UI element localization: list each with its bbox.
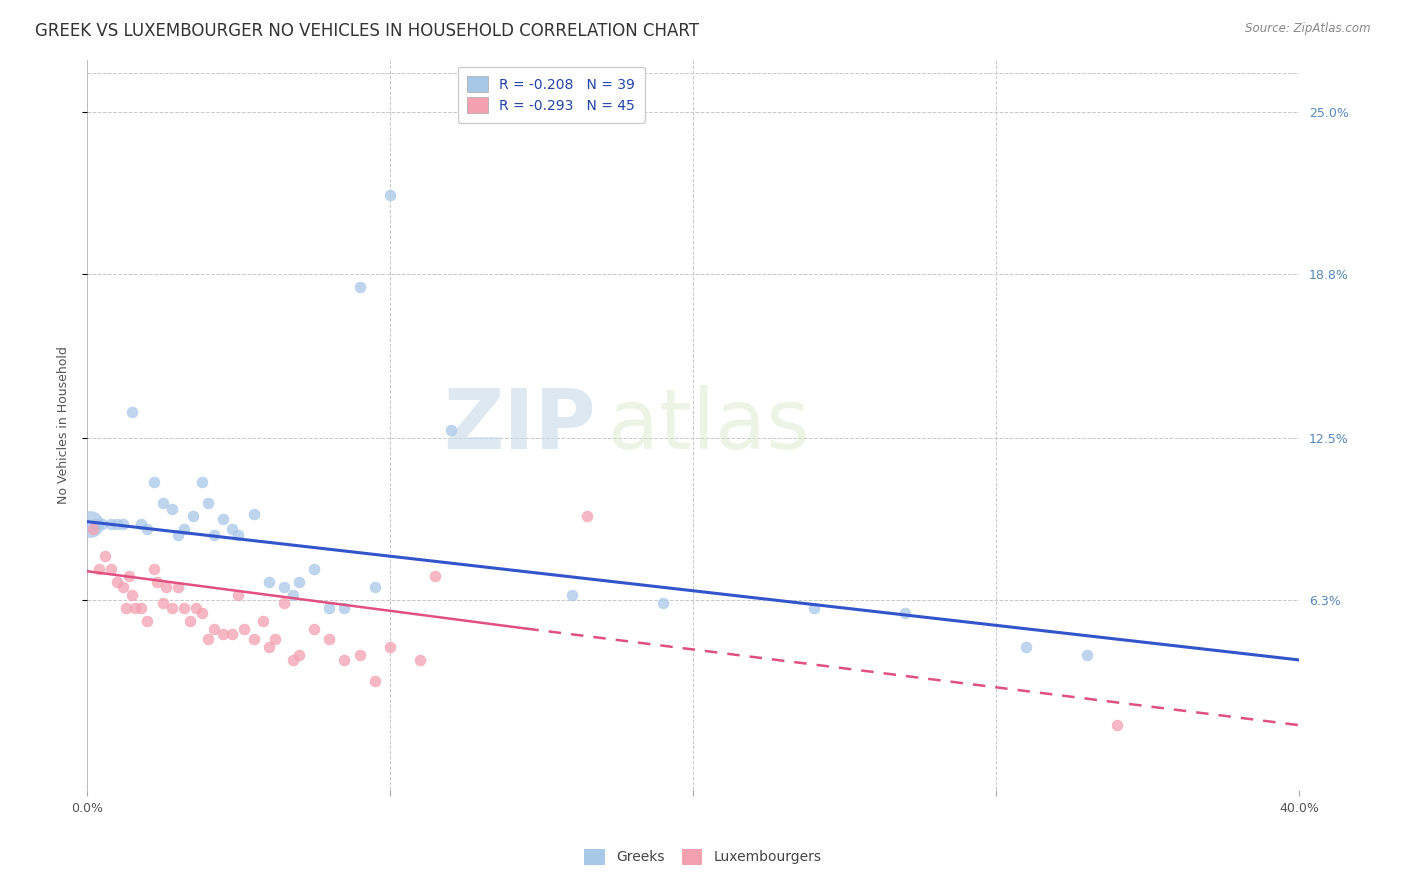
Point (166, 580, 188, 594)
Point (439, 423, 461, 437)
Point (131, 517, 153, 532)
Point (202, 622, 225, 636)
Point (179, 614, 201, 628)
Text: atlas: atlas (609, 384, 810, 466)
Point (228, 588, 250, 602)
Point (105, 574, 128, 589)
Point (257, 574, 280, 589)
Point (281, 588, 304, 602)
Point (1107, 718, 1129, 732)
Point (378, 188, 401, 202)
Point (228, 527, 250, 541)
Point (1015, 640, 1038, 654)
Point (166, 527, 188, 541)
Point (94, 549, 117, 563)
Point (197, 632, 219, 646)
Text: ZIP: ZIP (443, 384, 596, 466)
Point (197, 496, 219, 510)
Point (281, 653, 304, 667)
Point (651, 595, 673, 609)
Point (121, 405, 143, 419)
Point (894, 606, 917, 620)
Point (364, 580, 387, 594)
Point (142, 561, 165, 575)
Point (302, 561, 325, 575)
Point (136, 614, 159, 628)
Point (184, 600, 207, 615)
Point (273, 595, 295, 609)
Point (173, 600, 195, 615)
Point (364, 673, 387, 688)
Point (115, 600, 138, 615)
Point (118, 569, 141, 583)
Point (160, 600, 183, 615)
Point (425, 569, 447, 583)
Point (221, 523, 243, 537)
Point (100, 561, 122, 575)
Legend: Greeks, Luxembourgers: Greeks, Luxembourgers (578, 842, 828, 871)
Point (152, 595, 174, 609)
Text: Source: ZipAtlas.com: Source: ZipAtlas.com (1246, 22, 1371, 36)
Point (136, 523, 159, 537)
Point (181, 509, 204, 524)
Point (318, 600, 340, 615)
Point (173, 523, 195, 537)
Point (288, 648, 311, 662)
Point (79, 517, 101, 532)
Point (202, 527, 225, 541)
Y-axis label: No Vehicles in Household: No Vehicles in Household (58, 346, 70, 504)
Point (318, 632, 340, 646)
Point (152, 496, 174, 510)
Point (91, 517, 114, 532)
Point (575, 509, 598, 524)
Point (124, 600, 146, 615)
Point (212, 512, 235, 526)
Point (333, 600, 356, 615)
Point (105, 517, 128, 532)
Point (191, 606, 214, 620)
Point (803, 600, 825, 615)
Point (561, 588, 583, 602)
Point (121, 588, 143, 602)
Point (87, 561, 110, 575)
Point (84, 517, 107, 532)
Point (112, 580, 135, 594)
Point (233, 622, 256, 636)
Point (131, 600, 153, 615)
Point (160, 501, 183, 516)
Point (221, 627, 243, 641)
Legend: R = -0.208   N = 39, R = -0.293   N = 45: R = -0.208 N = 39, R = -0.293 N = 45 (457, 67, 645, 123)
Point (288, 574, 311, 589)
Point (242, 632, 264, 646)
Point (82, 523, 104, 537)
Text: GREEK VS LUXEMBOURGER NO VEHICLES IN HOUSEHOLD CORRELATION CHART: GREEK VS LUXEMBOURGER NO VEHICLES IN HOU… (35, 22, 699, 40)
Point (100, 517, 122, 532)
Point (212, 627, 235, 641)
Point (191, 475, 214, 490)
Point (333, 653, 356, 667)
Point (155, 580, 177, 594)
Point (349, 648, 371, 662)
Point (145, 574, 167, 589)
Point (1076, 648, 1098, 662)
Point (142, 475, 165, 490)
Point (263, 632, 285, 646)
Point (349, 279, 371, 293)
Point (112, 517, 135, 532)
Point (257, 640, 280, 654)
Point (302, 622, 325, 636)
Point (252, 614, 274, 628)
Point (273, 580, 295, 594)
Point (242, 507, 264, 521)
Point (378, 640, 401, 654)
Point (409, 653, 432, 667)
